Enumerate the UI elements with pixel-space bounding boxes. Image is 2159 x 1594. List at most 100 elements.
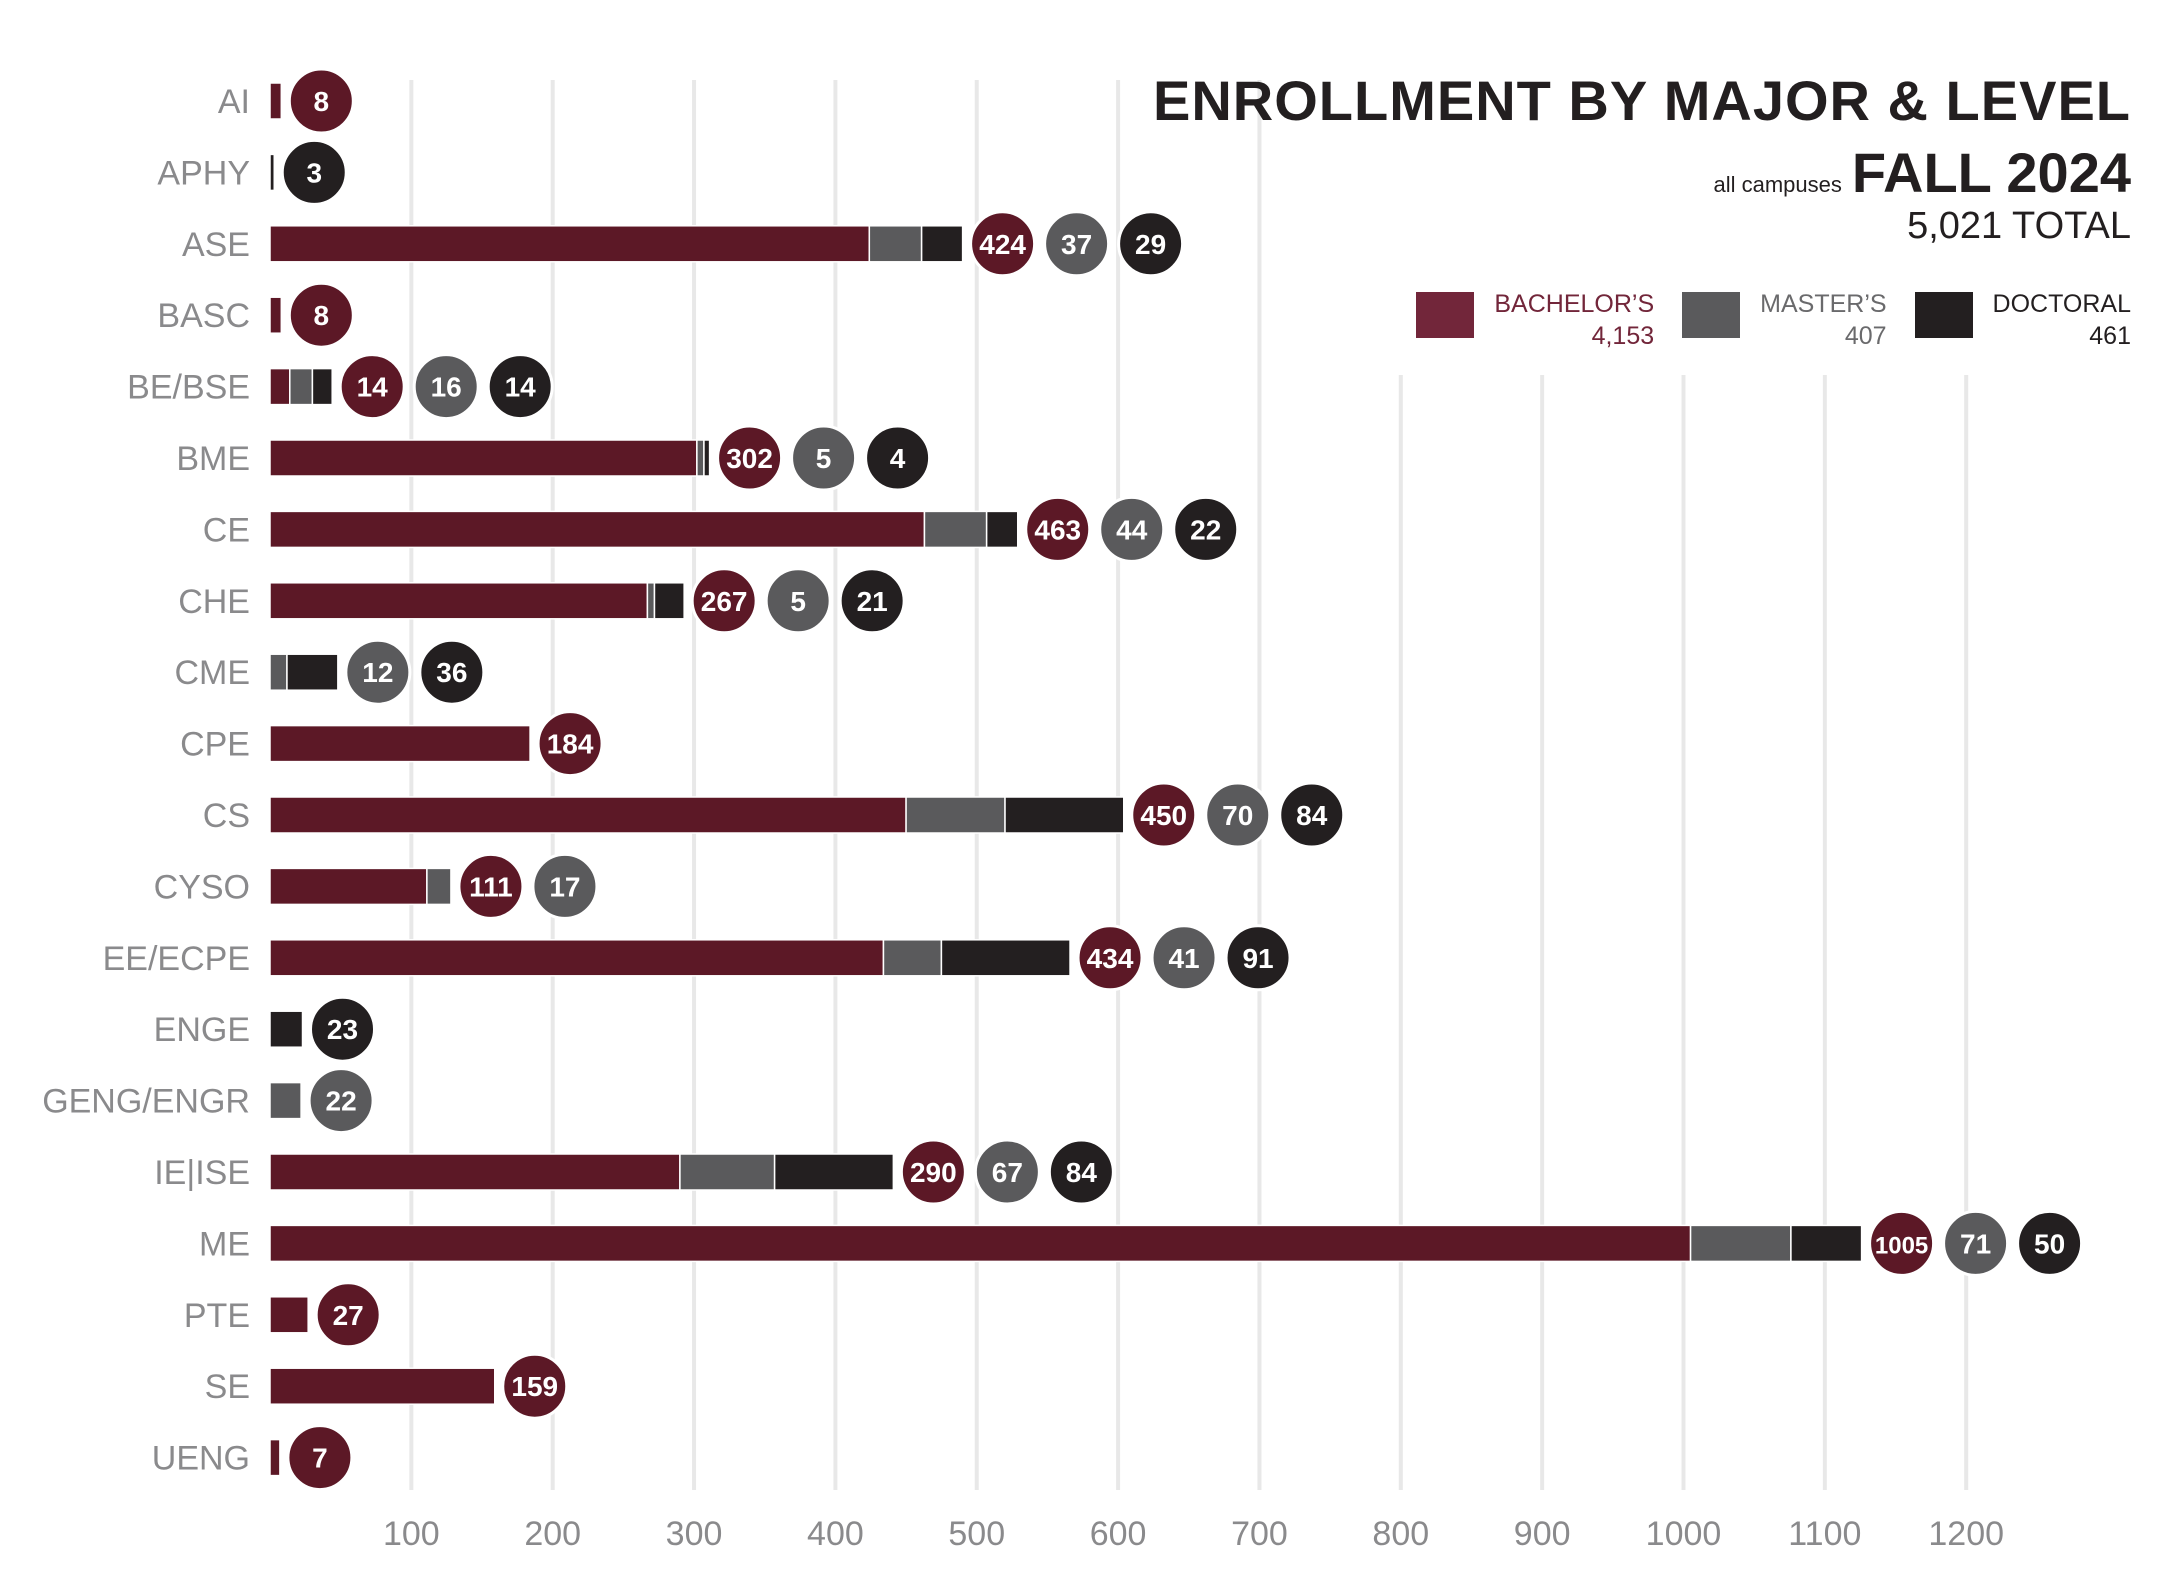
value-label-doctoral: 22 xyxy=(1190,514,1221,545)
value-bubble-master xyxy=(790,424,858,492)
bar-row: ASE 424 37 29 xyxy=(182,210,1185,278)
bar-row: EE/ECPE 434 41 91 xyxy=(103,924,1292,992)
x-tick-label: 800 xyxy=(1372,1515,1429,1553)
category-label: EE/ECPE xyxy=(103,940,250,978)
category-label: BASC xyxy=(157,297,250,335)
bar-row: CHE 267 5 21 xyxy=(178,567,906,635)
bar-segment-doctoral xyxy=(940,939,1071,977)
value-bubble-master xyxy=(412,353,480,421)
bar-segment-bachelor xyxy=(269,1438,281,1477)
category-label: CYSO xyxy=(154,868,250,906)
bar-segment-master xyxy=(679,1153,776,1191)
value-bubble-bachelor xyxy=(457,852,525,920)
value-bubble-master xyxy=(344,638,412,706)
bar-row: BME 302 5 4 xyxy=(176,424,932,492)
value-label-master: 71 xyxy=(1960,1228,1991,1259)
category-label: SE xyxy=(205,1368,250,1406)
value-bubble-master xyxy=(973,1138,1041,1206)
bar-segment-bachelor xyxy=(269,1367,496,1405)
bar-segment-bachelor xyxy=(269,582,649,620)
bar-segment-master xyxy=(426,867,452,906)
value-bubble-bachelor xyxy=(286,1424,354,1492)
category-label: CS xyxy=(203,797,250,835)
total-label: 5,021 TOTAL xyxy=(1907,205,2131,247)
value-label-doctoral: 23 xyxy=(327,1014,358,1045)
bar-segment-doctoral xyxy=(985,510,1019,549)
value-label-master: 12 xyxy=(362,657,393,688)
bar-row: APHY 3 xyxy=(157,138,348,206)
bar-segment-master xyxy=(269,1081,302,1120)
bar-segment-bachelor xyxy=(269,82,283,120)
value-bubble-bachelor xyxy=(969,210,1037,278)
bar-segment-bachelor xyxy=(269,796,907,834)
value-bubble-bachelor xyxy=(716,424,784,492)
value-label-master: 5 xyxy=(816,443,832,474)
x-tick-label: 1200 xyxy=(1928,1515,2004,1553)
x-axis-ticks: 100 200 300 400 500 600 700 800 900 1000 1100 1200 xyxy=(383,1515,2004,1553)
bar-row: GENG/ENGR 22 xyxy=(42,1067,375,1135)
value-bubble-master xyxy=(1043,210,1111,278)
category-label: IE|ISE xyxy=(154,1154,250,1192)
bar-row: CYSO 111 17 xyxy=(154,852,599,920)
value-bubble-bachelor xyxy=(899,1138,967,1206)
value-label-doctoral: 3 xyxy=(306,157,322,188)
value-bubble-doctoral xyxy=(1172,495,1240,563)
bar-segment-master xyxy=(882,939,943,977)
bar-segment-doctoral xyxy=(1790,1224,1863,1263)
value-label-bachelor: 1005 xyxy=(1875,1232,1928,1259)
value-bubble-bachelor xyxy=(338,353,406,421)
bar-row: ME 1005 71 50 xyxy=(199,1209,2084,1277)
bar-segment-bachelor xyxy=(269,1153,681,1191)
x-tick-label: 1100 xyxy=(1788,1515,1861,1553)
value-label-bachelor: 424 xyxy=(979,229,1026,260)
x-tick-label: 700 xyxy=(1231,1515,1288,1553)
bar-row: CS 450 70 84 xyxy=(203,781,1346,849)
legend-swatch-doctoral xyxy=(1914,292,1973,338)
bar-segment-doctoral xyxy=(653,582,685,620)
value-label-doctoral: 21 xyxy=(857,586,888,617)
bar-rows: AI 8 APHY 3 ASE 424 37 29 BASC 8 BE/BSE 14 16 14 BME 30… xyxy=(42,67,2084,1492)
value-bubble-master xyxy=(764,567,832,635)
bar-segment-master xyxy=(923,510,988,549)
value-label-bachelor: 8 xyxy=(314,300,330,331)
value-bubble-bachelor xyxy=(501,1352,569,1420)
value-bubble-doctoral xyxy=(486,353,554,421)
value-bubble-master xyxy=(1150,924,1218,992)
value-label-bachelor: 8 xyxy=(314,86,330,117)
value-label-master: 67 xyxy=(992,1157,1023,1188)
value-bubble-doctoral xyxy=(1047,1138,1115,1206)
x-tick-label: 500 xyxy=(948,1515,1005,1553)
value-label-bachelor: 267 xyxy=(701,586,748,617)
value-bubble-master xyxy=(1942,1209,2010,1277)
value-bubble-master xyxy=(531,852,599,920)
category-label: GENG/ENGR xyxy=(42,1083,250,1121)
bar-row: UENG 7 xyxy=(152,1424,354,1492)
category-label: ENGE xyxy=(154,1011,250,1049)
bar-segment-master xyxy=(1689,1224,1792,1263)
legend-item-bachelor: BACHELOR’S 4,153 xyxy=(1416,288,1654,352)
category-label: CME xyxy=(174,654,250,692)
bar-segment-bachelor xyxy=(269,367,291,406)
bar-segment-bachelor xyxy=(269,510,926,549)
value-label-bachelor: 434 xyxy=(1087,943,1134,974)
value-label-master: 44 xyxy=(1116,514,1148,545)
bar-row: CPE 184 xyxy=(180,710,604,778)
legend: BACHELOR’S 4,153 MASTER’S 407 DOCTORAL 4… xyxy=(1416,288,2131,352)
value-label-doctoral: 84 xyxy=(1066,1157,1098,1188)
value-label-master: 16 xyxy=(431,372,462,403)
bar-row: BE/BSE 14 16 14 xyxy=(127,353,554,421)
chart-title: ENROLLMENT BY MAJOR & LEVEL xyxy=(1152,69,2131,132)
legend-total: 4,153 xyxy=(1591,322,1655,350)
bar-segment-master xyxy=(269,653,288,691)
bar-segment-doctoral xyxy=(1004,796,1125,834)
bar-row: ENGE 23 xyxy=(154,995,377,1063)
category-label: UENG xyxy=(152,1440,250,1478)
term-label: FALL 2024 xyxy=(1851,141,2131,204)
bar-segment-doctoral xyxy=(286,653,339,691)
value-bubble-doctoral xyxy=(864,424,932,492)
bar-segment-doctoral xyxy=(773,1153,895,1191)
category-label: CHE xyxy=(178,583,250,621)
bar-segment-bachelor xyxy=(269,439,698,477)
value-bubble-doctoral xyxy=(309,995,377,1063)
bar-segment-bachelor xyxy=(269,296,283,334)
